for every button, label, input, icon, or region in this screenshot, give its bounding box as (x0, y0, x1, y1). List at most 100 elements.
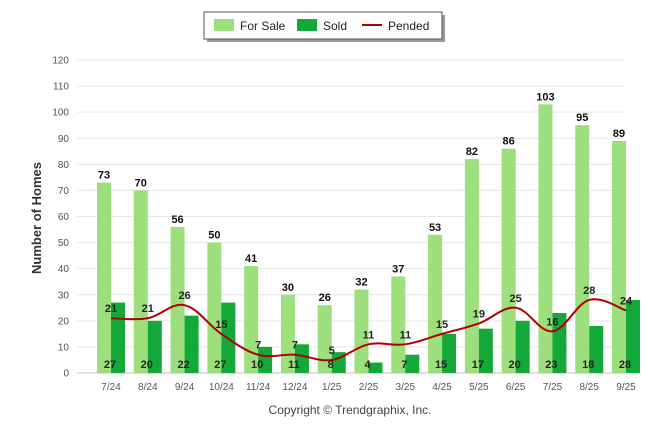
x-tick-label-2-25: 2/25 (359, 382, 379, 393)
y-tick-label: 90 (58, 134, 70, 145)
label-for-sale-7-25: 103 (536, 91, 554, 103)
bar-sold-6-25[interactable] (515, 320, 530, 373)
label-for-sale-9-25: 89 (613, 128, 625, 140)
point-pended-5-25[interactable] (477, 321, 481, 325)
label-for-sale-11-24: 41 (245, 253, 257, 265)
label-pended-2-25: 11 (363, 329, 375, 341)
bar-sold-7-24[interactable] (111, 302, 125, 373)
label-pended-7-25: 16 (546, 316, 558, 328)
bar-sold-8-24[interactable] (147, 320, 162, 373)
point-pended-2-25[interactable] (367, 342, 371, 346)
label-pended-4-25: 15 (436, 319, 448, 331)
label-for-sale-10-24: 50 (208, 230, 220, 242)
point-pended-7-25[interactable] (550, 329, 554, 333)
bar-for-sale-11-24[interactable] (244, 266, 259, 373)
x-axis-ticks: 7/24 8/24 9/24 10/24 11/24 12/24 1/25 2/25 3/25 4… (101, 382, 636, 393)
label-for-sale-8-24: 70 (135, 177, 147, 189)
bar-for-sale-7-24[interactable] (97, 182, 111, 373)
point-pended-3-25[interactable] (403, 342, 407, 346)
point-pended-7-24[interactable] (109, 316, 113, 320)
label-sold-9-25: 28 (619, 359, 631, 371)
label-for-sale-9-24: 56 (171, 214, 183, 226)
x-tick-label-3-25: 3/25 (396, 382, 416, 393)
y-tick-label: 50 (58, 238, 70, 249)
label-pended-10-24: 15 (215, 319, 227, 331)
bar-sold-9-25[interactable] (626, 299, 640, 373)
x-tick-label-9-24: 9/24 (175, 382, 195, 393)
bar-for-sale-3-25[interactable] (391, 276, 406, 373)
bar-for-sale-8-25[interactable] (575, 125, 590, 373)
label-pended-12-24: 7 (292, 340, 298, 352)
y-tick-label: 110 (53, 82, 69, 93)
label-sold-1-25: 8 (328, 359, 334, 371)
y-tick-label: 60 (58, 212, 70, 223)
y-axis-label: Number of Homes (29, 162, 44, 274)
y-tick-label: 10 (58, 342, 70, 353)
y-tick-label: 70 (58, 186, 70, 197)
label-sold-9-24: 22 (177, 359, 189, 371)
label-pended-6-25: 25 (510, 293, 522, 305)
legend-label-sold[interactable]: Sold (323, 19, 347, 33)
label-pended-5-25: 19 (473, 308, 485, 320)
bar-sold-9-24[interactable] (184, 315, 199, 373)
label-sold-11-24: 10 (251, 359, 263, 371)
label-pended-9-25: 24 (620, 295, 633, 307)
bar-sold-11-24[interactable] (258, 346, 273, 373)
x-tick-label-5-25: 5/25 (469, 382, 489, 393)
point-pended-6-25[interactable] (514, 306, 518, 310)
bar-sold-7-25[interactable] (552, 313, 567, 373)
y-tick-label: 80 (58, 160, 70, 171)
label-sold-12-24: 11 (288, 359, 300, 371)
point-pended-8-24[interactable] (146, 316, 150, 320)
label-for-sale-6-25: 86 (503, 136, 515, 148)
bar-sold-5-25[interactable] (478, 328, 493, 373)
bar-for-sale-6-25[interactable] (501, 148, 516, 373)
legend-label-for-sale[interactable]: For Sale (240, 19, 286, 33)
bar-for-sale-7-25[interactable] (538, 104, 553, 373)
point-pended-9-24[interactable] (183, 303, 187, 307)
label-sold-7-24: 27 (104, 359, 116, 371)
label-pended-7-24: 21 (105, 303, 117, 315)
bar-sold-8-25[interactable] (589, 326, 604, 373)
bar-for-sale-9-24[interactable] (170, 226, 185, 373)
data-labels: 73 27 70 20 56 22 50 27 41 10 30 11 26 8 32 4 37 7 53 15 82 1… (98, 91, 633, 371)
x-tick-label-7-25: 7/25 (543, 382, 563, 393)
x-tick-label-10-24: 10/24 (209, 382, 234, 393)
bar-sold-12-24[interactable] (294, 344, 309, 373)
label-for-sale-12-24: 30 (282, 282, 294, 294)
bars (97, 104, 640, 373)
x-tick-label-6-25: 6/25 (506, 382, 526, 393)
point-pended-10-24[interactable] (219, 332, 223, 336)
label-pended-1-25: 5 (329, 345, 335, 357)
bar-sold-3-25[interactable] (405, 354, 420, 373)
point-pended-12-24[interactable] (293, 353, 297, 357)
bar-sold-2-25[interactable] (368, 362, 383, 373)
label-pended-3-25: 11 (399, 329, 411, 341)
pended-line (109, 298, 628, 362)
legend-swatch-sold (297, 19, 317, 31)
bar-for-sale-4-25[interactable] (428, 234, 443, 373)
legend[interactable]: For Sale Sold Pended (203, 11, 445, 42)
bar-for-sale-10-24[interactable] (207, 242, 222, 373)
point-pended-9-25[interactable] (624, 308, 628, 312)
label-sold-4-25: 15 (435, 359, 447, 371)
x-tick-label-4-25: 4/25 (432, 382, 452, 393)
point-pended-4-25[interactable] (440, 332, 444, 336)
label-pended-8-24: 21 (142, 303, 154, 315)
label-for-sale-7-24: 73 (98, 170, 110, 182)
point-pended-8-25[interactable] (587, 298, 591, 302)
bar-for-sale-9-25[interactable] (612, 140, 626, 373)
legend-label-pended[interactable]: Pended (388, 19, 429, 33)
bar-for-sale-5-25[interactable] (464, 159, 479, 373)
bar-for-sale-8-24[interactable] (133, 190, 148, 373)
point-pended-11-24[interactable] (256, 353, 260, 357)
label-pended-11-24: 7 (255, 340, 261, 352)
bar-for-sale-12-24[interactable] (280, 294, 295, 373)
y-tick-label: 120 (52, 56, 69, 67)
line-pended[interactable] (110, 298, 627, 362)
label-pended-8-25: 28 (583, 285, 595, 297)
bar-for-sale-2-25[interactable] (354, 289, 369, 373)
bar-sold-4-25[interactable] (442, 333, 457, 373)
bar-for-sale-1-25[interactable] (317, 305, 332, 373)
label-for-sale-2-25: 32 (355, 277, 367, 289)
